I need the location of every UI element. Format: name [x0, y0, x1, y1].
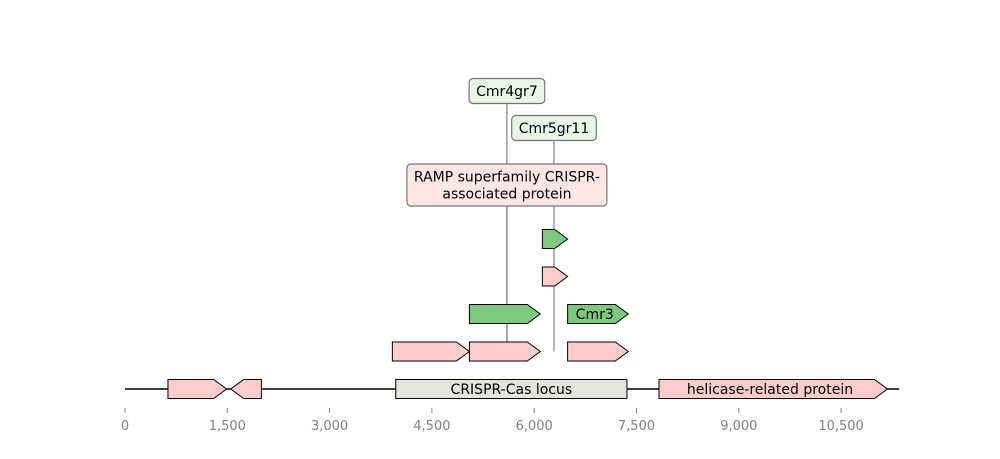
- callout-text: Cmr5gr11: [519, 121, 590, 137]
- feature-stacked: [468, 304, 542, 324]
- feature-stacked: [468, 341, 542, 362]
- genes: CRISPR-Cas locus helicase-related protein…: [167, 229, 889, 399]
- x-axis: 0 1,500 3,000 4,500 6,000 7,500 9,000 10,500: [121, 408, 864, 434]
- callout-label: Cmr4gr7: [468, 77, 546, 105]
- callouts: RAMP superfamily CRISPR-associated prote…: [406, 77, 608, 207]
- callout-box: [406, 163, 608, 207]
- feature-track0: [229, 379, 262, 399]
- gene-label: Cmr3: [576, 307, 614, 323]
- callout-label: RAMP superfamily CRISPR-associated prote…: [406, 163, 608, 207]
- x-tick-label: 0: [121, 419, 129, 434]
- x-tick-label: 7,500: [618, 419, 655, 434]
- x-tick-label: 4,500: [413, 419, 450, 434]
- x-tick-label: 6,000: [516, 419, 553, 434]
- gene-label: helicase-related protein: [687, 382, 853, 398]
- callout-text: Cmr4gr7: [476, 84, 538, 100]
- callout-text: associated protein: [442, 187, 571, 203]
- callout-box: [511, 114, 597, 142]
- gene-label: CRISPR-Cas locus: [451, 382, 573, 398]
- feature-track0: [167, 379, 228, 399]
- callout-box: [468, 77, 546, 105]
- feature-track0: [658, 379, 889, 399]
- feature-stacked: [391, 341, 471, 362]
- x-tick-label: 10,500: [818, 419, 864, 434]
- x-tick-label: 3,000: [311, 419, 348, 434]
- feature-stacked: [541, 266, 569, 287]
- feature-stacked: [541, 229, 569, 249]
- feature-stacked: [567, 341, 630, 362]
- callout-text: RAMP superfamily CRISPR-: [414, 170, 600, 186]
- callout-label: Cmr5gr11: [511, 114, 597, 142]
- feature-stacked: [567, 304, 630, 324]
- feature-track0: [395, 379, 628, 399]
- x-tick-label: 1,500: [209, 419, 246, 434]
- x-tick-label: 9,000: [720, 419, 757, 434]
